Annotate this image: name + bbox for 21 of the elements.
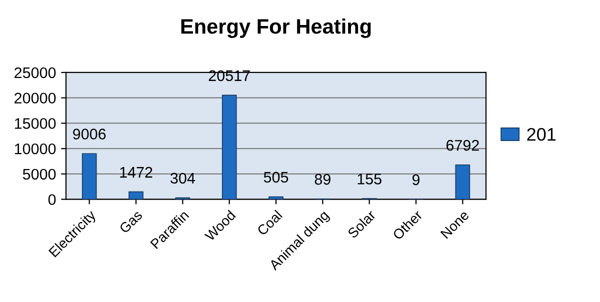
data-label: 1472 — [120, 166, 152, 178]
legend-label: 201 — [527, 128, 556, 141]
x-tick-label: Gas — [118, 210, 143, 234]
data-label: 9 — [412, 174, 420, 186]
data-label: 89 — [314, 174, 330, 185]
y-tick-label: 20000 — [14, 92, 56, 104]
bar — [222, 94, 237, 200]
data-label: 505 — [264, 172, 288, 183]
y-tick-label: 25000 — [14, 67, 56, 78]
bar — [82, 153, 97, 200]
data-label: 9006 — [73, 128, 106, 140]
y-tick-label: 10000 — [14, 143, 56, 154]
data-label: 6792 — [446, 140, 479, 151]
chart-title: Energy For Heating — [181, 18, 371, 38]
y-tick-label: 5000 — [22, 168, 56, 180]
data-label: 155 — [358, 174, 382, 184]
bar — [455, 164, 470, 200]
data-label: 304 — [170, 172, 195, 184]
bar — [128, 191, 144, 200]
y-tick-label: 15000 — [14, 118, 56, 129]
y-tick-label: 0 — [48, 194, 56, 206]
